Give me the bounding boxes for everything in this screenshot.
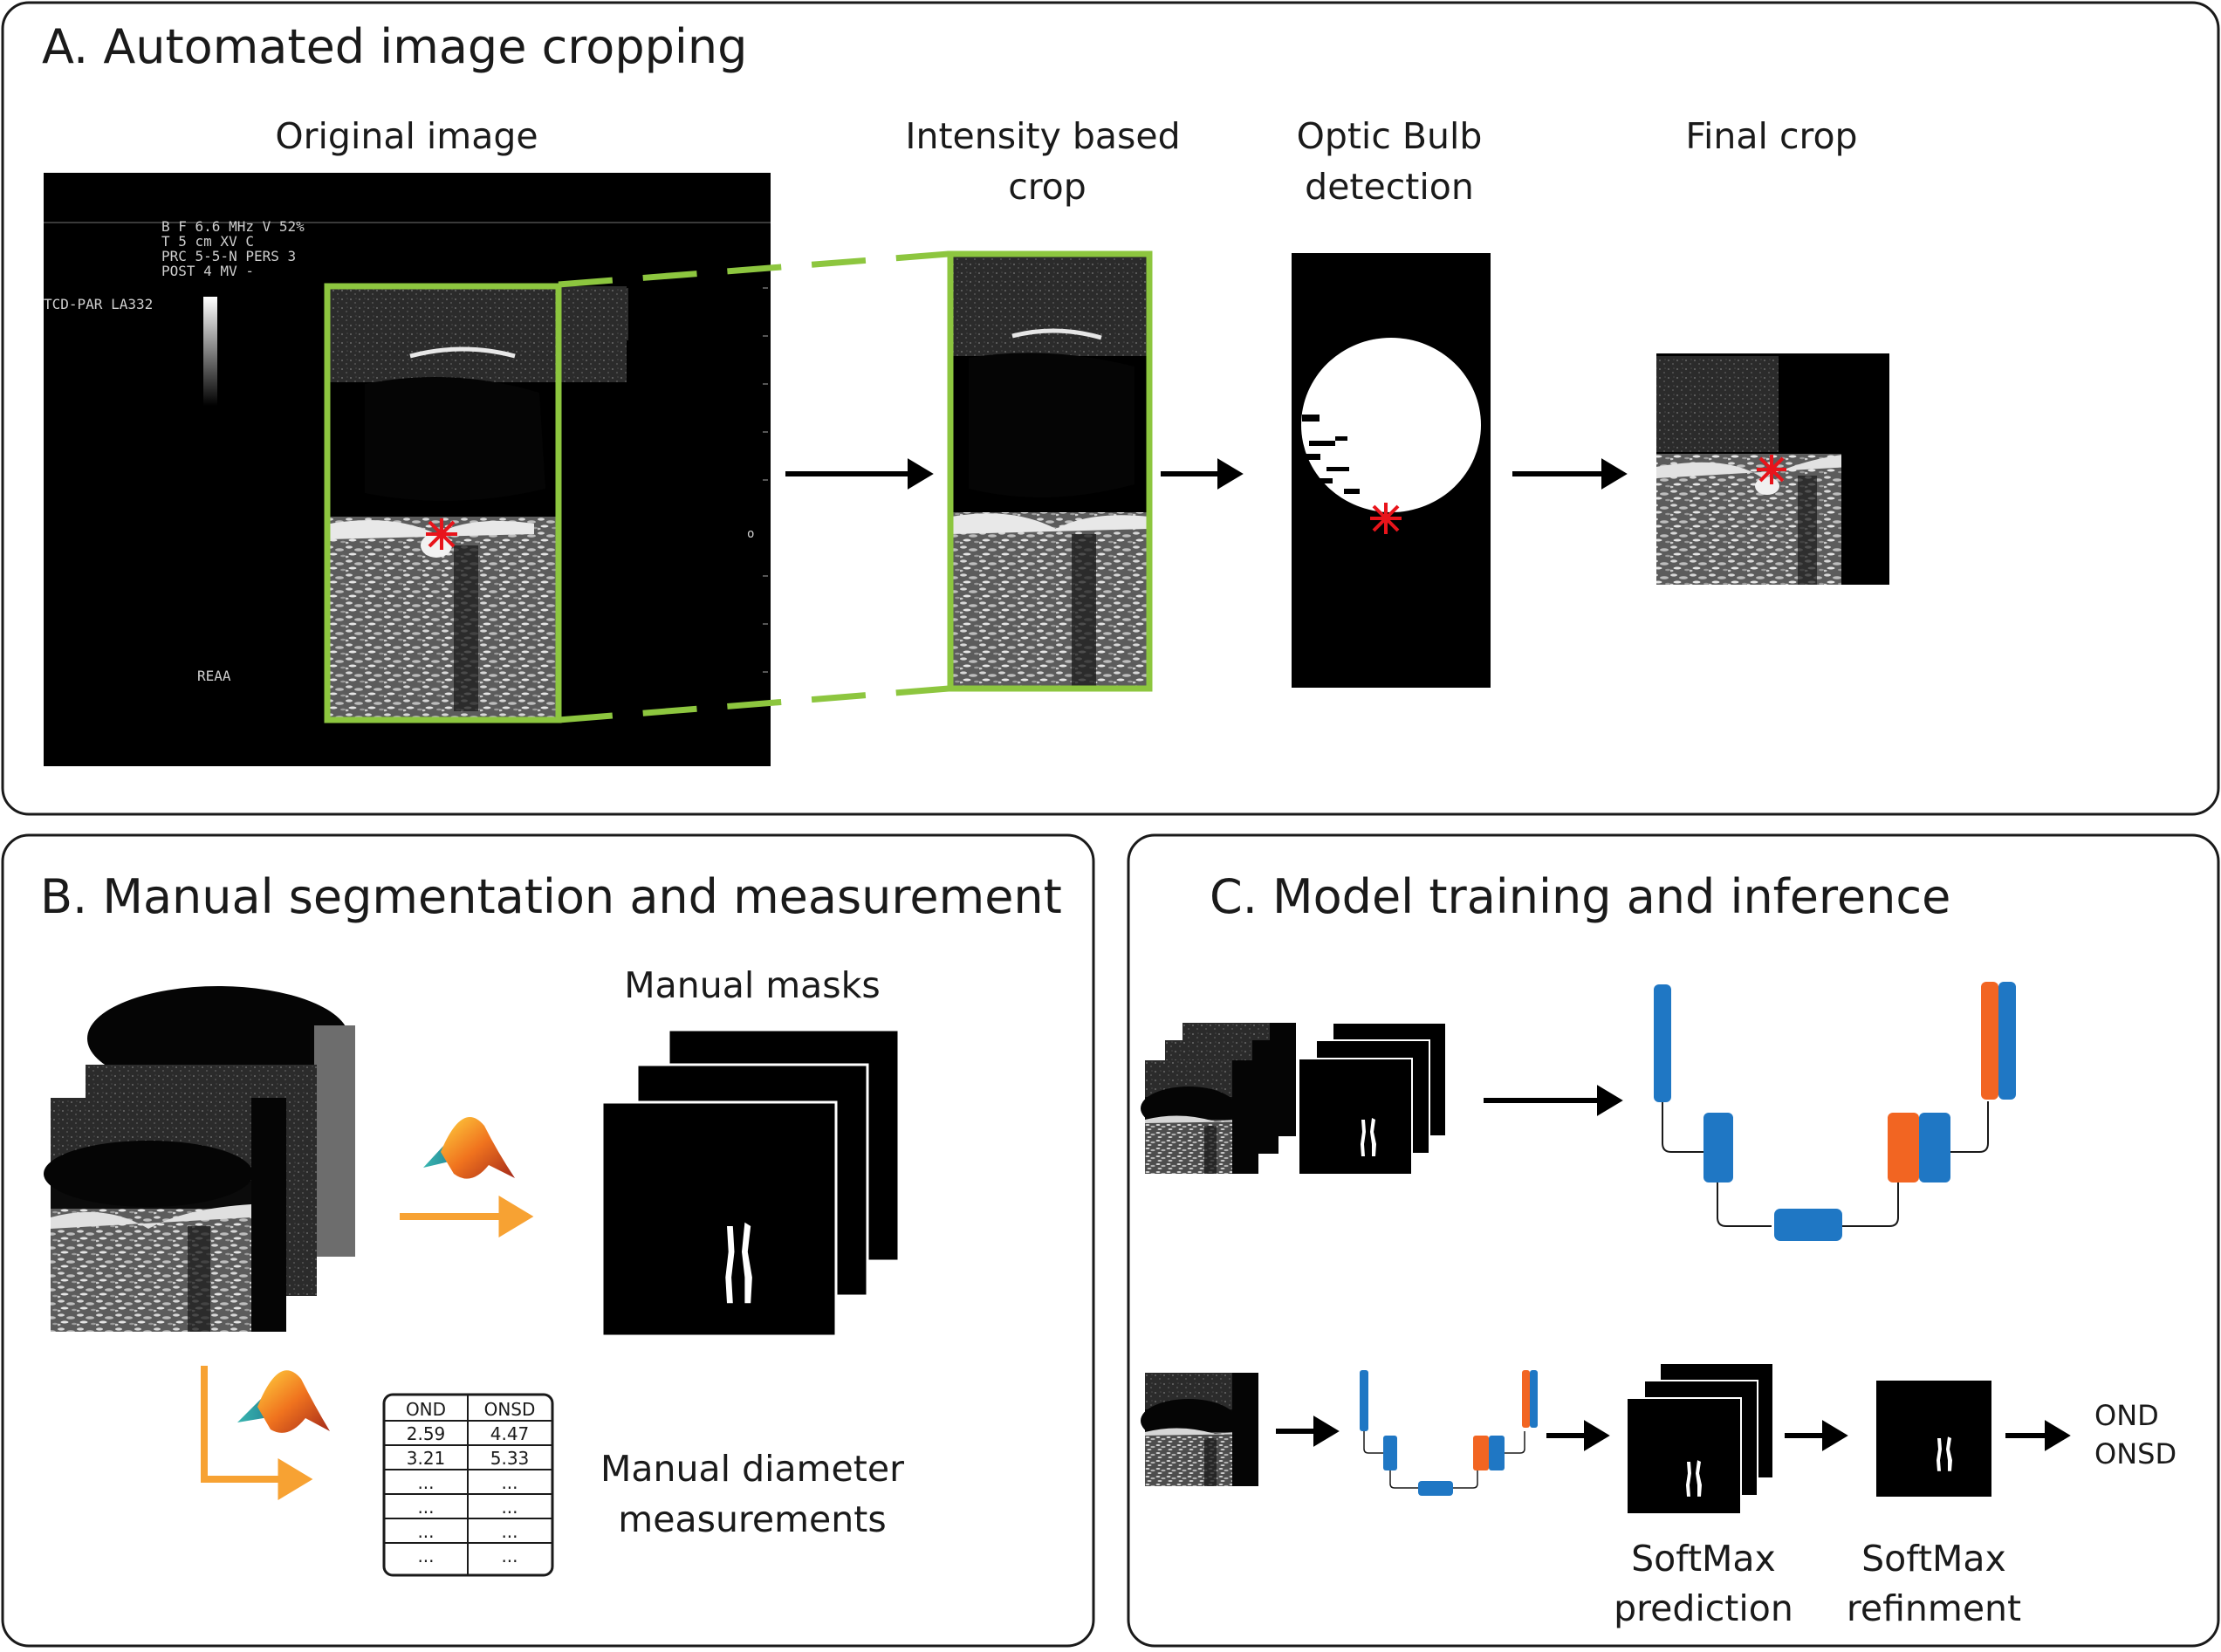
original-ultrasound-image: B F 6.6 MHz V 52% T 5 cm XV C PRC 5-5-N … (44, 173, 771, 766)
table-header-ond: OND (406, 1399, 446, 1420)
table-header-onsd: ONSD (484, 1399, 536, 1420)
training-image-stack (1141, 1022, 1447, 1176)
label-softmax-refinement-line1: SoftMax (1861, 1538, 2006, 1580)
us-param-row4: POST 4 MV - (161, 263, 254, 279)
table-cell: 3.21 (407, 1448, 446, 1469)
ultrasound-stack (44, 986, 355, 1332)
label-intensity-line1: Intensity based (905, 115, 1180, 157)
label-measurements-line1: Manual diameter (600, 1448, 904, 1490)
label-optic-line1: Optic Bulb (1297, 115, 1483, 157)
matlab-logo-icon (423, 1117, 515, 1179)
label-softmax-refinement-line2: refinment (1847, 1587, 2021, 1629)
final-asterisk (1757, 455, 1786, 484)
measurements-table: OND ONSD 2.59 4.47 3.21 5.33 ... ... ...… (382, 1393, 554, 1577)
unet-diagram (1654, 982, 2016, 1241)
final-crop-image (1656, 353, 1889, 585)
optic-nerve-asterisk (426, 518, 457, 550)
grayscale-bar (203, 297, 217, 406)
zoom-line-bottom (558, 685, 949, 723)
unet-small-diagram (1360, 1370, 1538, 1496)
panel-a-title: A. Automated image cropping (42, 19, 747, 74)
inference-input-image (1141, 1373, 1258, 1486)
table-cell: ... (501, 1521, 518, 1542)
matlab-logo-icon-2 (237, 1370, 330, 1433)
table-cell: 5.33 (490, 1448, 530, 1469)
intensity-crop-image (947, 250, 1153, 692)
us-param-row2: T 5 cm XV C (161, 233, 254, 250)
output-ond: OND (2094, 1399, 2159, 1432)
table-cell: ... (501, 1472, 518, 1493)
table-cell: 4.47 (490, 1423, 530, 1444)
softmax-prediction-stack (1626, 1362, 1774, 1515)
us-marker: o (747, 527, 754, 541)
label-softmax-prediction-line1: SoftMax (1631, 1538, 1776, 1580)
table-cell: ... (417, 1472, 434, 1493)
zoom-line-top (558, 250, 949, 288)
table-cell: ... (501, 1546, 518, 1566)
us-probe-label: TCD-PAR LA332 (44, 296, 153, 312)
panel-c: C. Model training and inference (1127, 833, 2220, 1648)
table-cell: ... (501, 1497, 518, 1518)
intensity-crop-border (947, 250, 1153, 692)
table-cell: ... (417, 1521, 434, 1542)
crop-region-box (324, 283, 562, 723)
label-final-crop: Final crop (1685, 115, 1857, 157)
us-param-row1: B F 6.6 MHz V 52% (161, 218, 305, 235)
table-cell: ... (417, 1497, 434, 1518)
us-param-row3: PRC 5-5-N PERS 3 (161, 248, 296, 264)
us-reaa-label: REAA (197, 668, 231, 684)
manual-masks-stack (600, 1028, 901, 1338)
label-manual-masks: Manual masks (624, 964, 881, 1006)
table-cell: ... (417, 1546, 434, 1566)
label-intensity-line2: crop (1008, 166, 1087, 208)
panel-b-title: B. Manual segmentation and measurement (40, 869, 1062, 924)
panel-a: A. Automated image cropping Original ima… (1, 1, 2220, 816)
optic-bulb-circle (1301, 338, 1481, 512)
optic-bulb-detection-image (1292, 253, 1491, 688)
table-cell: 2.59 (407, 1423, 446, 1444)
softmax-refinement-image (1876, 1381, 1991, 1497)
panel-c-title: C. Model training and inference (1210, 869, 1950, 924)
panel-b: B. Manual segmentation and measurement M… (1, 833, 1095, 1648)
panel-c-frame (1127, 833, 2220, 1648)
arrow-orange-l (201, 1366, 313, 1500)
label-measurements-line2: measurements (618, 1498, 886, 1540)
label-original-image: Original image (275, 115, 538, 157)
label-optic-line2: detection (1305, 166, 1474, 208)
output-onsd: ONSD (2094, 1437, 2176, 1470)
label-softmax-prediction-line2: prediction (1614, 1587, 1793, 1629)
bulb-asterisk (1370, 503, 1402, 534)
